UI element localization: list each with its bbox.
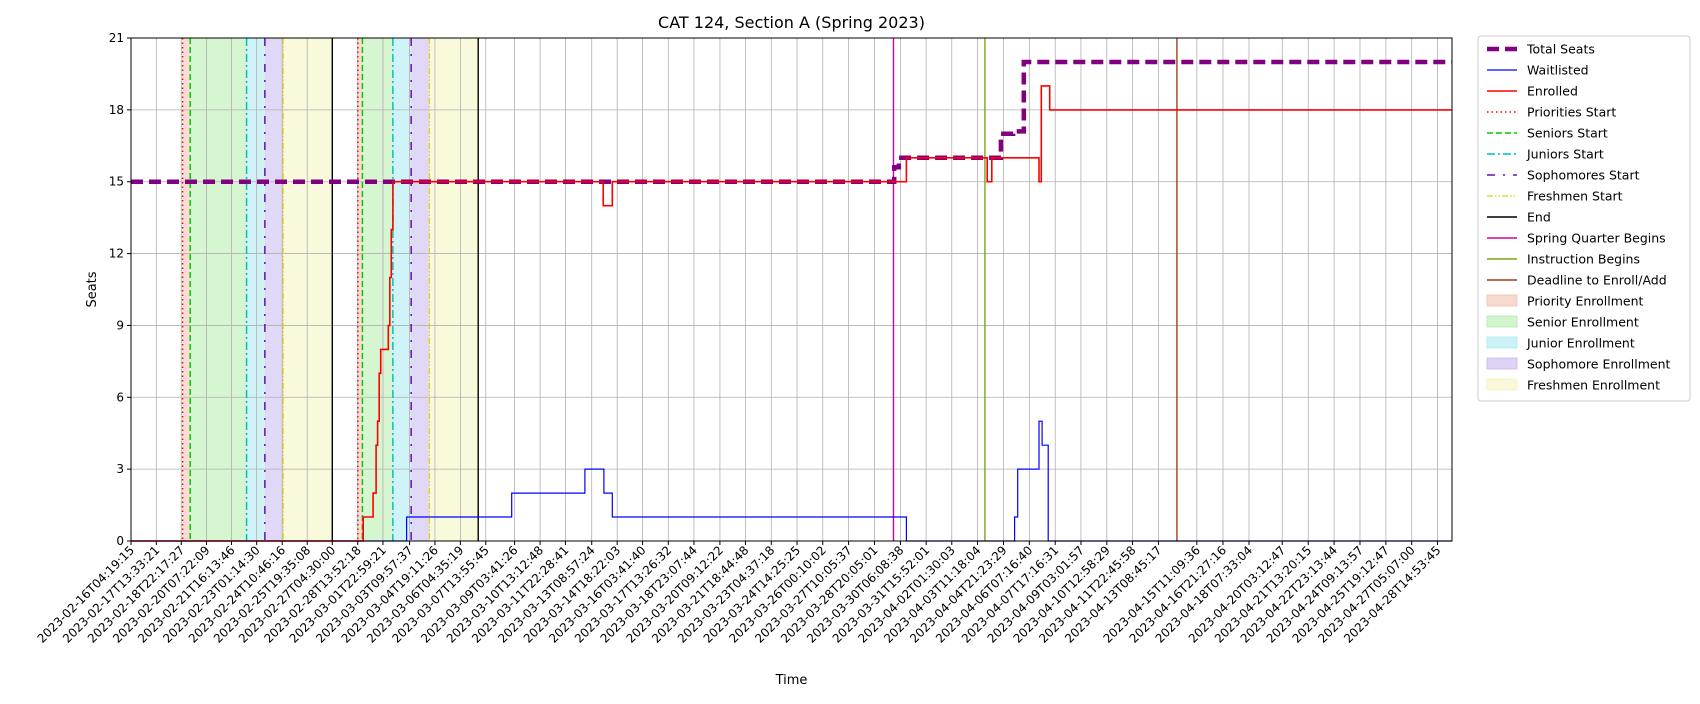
y-tick-label: 21	[109, 31, 124, 45]
legend-label-instruction-begins: Instruction Begins	[1527, 252, 1640, 267]
legend-swatch-senior-enrollment	[1486, 315, 1518, 328]
legend-label-enrolled: Enrolled	[1527, 84, 1578, 99]
legend-label-priorities-start: Priorities Start	[1527, 105, 1616, 120]
region-junior-enrollment-1	[246, 38, 265, 541]
legend-swatch-freshmen-enrollment	[1486, 378, 1518, 391]
legend-label-waitlisted: Waitlisted	[1527, 63, 1589, 78]
region-junior-enrollment-2	[392, 38, 412, 541]
legend-label-juniors-start: Juniors Start	[1526, 147, 1604, 162]
data-series	[131, 59, 1452, 542]
y-axis-label: Seats	[85, 271, 100, 307]
legend-label-spring-quarter-begins: Spring Quarter Begins	[1527, 231, 1666, 246]
legend-label-total-seats: Total Seats	[1526, 42, 1595, 57]
y-tick-label: 3	[116, 462, 124, 476]
legend-label-freshmen-start: Freshmen Start	[1527, 189, 1623, 204]
legend: Total Seats Waitlisted Enrolled Priorities …	[1477, 35, 1691, 402]
legend-swatch-junior-enrollment	[1486, 336, 1518, 349]
y-tick-label: 6	[116, 390, 124, 404]
region-sophomore-enrollment-2	[411, 38, 430, 541]
legend-label-priority-enrollment: Priority Enrollment	[1527, 294, 1644, 309]
series-line-enrolled	[131, 85, 1452, 542]
y-axis: 0 3 6 9 12 15 18 21	[109, 31, 131, 548]
shaded-regions	[182, 38, 479, 541]
y-tick-label: 12	[109, 247, 124, 261]
legend-label-sophomores-start: Sophomores Start	[1527, 168, 1640, 183]
y-tick-label: 0	[116, 534, 124, 548]
y-tick-label: 18	[109, 103, 124, 117]
plot-frame	[130, 37, 1453, 542]
legend-label-end: End	[1527, 210, 1551, 225]
region-senior-enrollment-2	[362, 38, 393, 541]
legend-swatch-priority-enrollment	[1486, 294, 1518, 307]
legend-box	[1477, 35, 1691, 402]
legend-label-deadline-to-enroll-add: Deadline to Enroll/Add	[1527, 273, 1667, 288]
x-axis-label: Time	[775, 673, 808, 688]
region-freshmen-enrollment-1	[283, 38, 333, 541]
legend-label-senior-enrollment: Senior Enrollment	[1527, 315, 1639, 330]
event-lines	[181, 38, 1178, 541]
series-line-total-seats	[131, 59, 1452, 184]
region-priority-enrollment-2	[357, 38, 363, 541]
region-senior-enrollment-1	[190, 38, 247, 541]
legend-swatch-sophomore-enrollment	[1486, 357, 1518, 370]
chart-title: CAT 124, Section A (Spring 2023)	[658, 13, 925, 32]
y-tick-label: 9	[116, 318, 124, 332]
region-freshmen-enrollment-2	[429, 38, 479, 541]
series-line-waitlisted	[131, 420, 1452, 542]
y-tick-label: 15	[109, 175, 124, 189]
legend-label-seniors-start: Seniors Start	[1527, 126, 1608, 141]
legend-label-sophomore-enrollment: Sophomore Enrollment	[1527, 357, 1671, 372]
legend-label-freshmen-enrollment: Freshmen Enrollment	[1527, 378, 1660, 393]
region-sophomore-enrollment-1	[264, 38, 284, 541]
x-axis: 2023-02-16T04:19:152023-02-17T13:33:2120…	[35, 541, 1444, 646]
region-priority-enrollment-1	[182, 38, 191, 541]
grid-lines	[130, 37, 1452, 542]
legend-label-junior-enrollment: Junior Enrollment	[1526, 336, 1635, 351]
